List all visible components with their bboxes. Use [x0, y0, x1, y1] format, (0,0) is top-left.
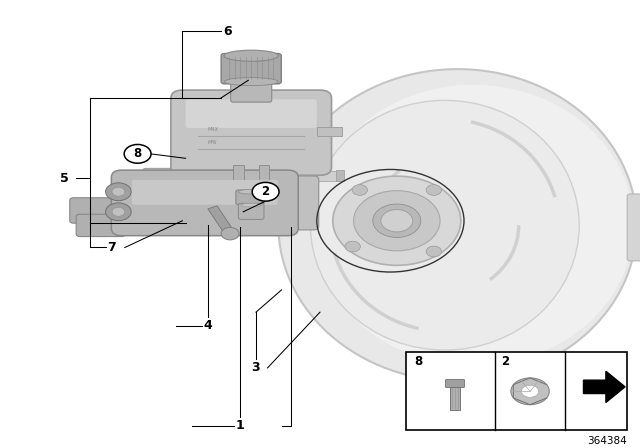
- FancyBboxPatch shape: [445, 379, 465, 388]
- Text: MIN: MIN: [208, 140, 218, 145]
- Ellipse shape: [310, 100, 579, 350]
- Text: 1: 1: [236, 419, 244, 432]
- FancyBboxPatch shape: [627, 194, 640, 261]
- Ellipse shape: [354, 191, 440, 251]
- Text: 3: 3: [252, 362, 260, 375]
- Polygon shape: [208, 206, 235, 235]
- Bar: [336, 170, 344, 181]
- Ellipse shape: [241, 203, 262, 207]
- Circle shape: [112, 187, 125, 196]
- FancyBboxPatch shape: [282, 171, 339, 181]
- FancyBboxPatch shape: [317, 127, 342, 136]
- Text: 8: 8: [134, 147, 141, 160]
- FancyBboxPatch shape: [276, 176, 319, 230]
- Circle shape: [426, 246, 442, 257]
- Bar: [406, 352, 627, 431]
- Ellipse shape: [314, 85, 634, 366]
- Circle shape: [221, 228, 239, 240]
- Circle shape: [106, 203, 131, 221]
- FancyBboxPatch shape: [70, 198, 125, 223]
- Ellipse shape: [225, 78, 278, 86]
- Text: 5: 5: [60, 172, 68, 185]
- Circle shape: [352, 185, 367, 195]
- Circle shape: [124, 145, 151, 163]
- Circle shape: [106, 183, 131, 201]
- Ellipse shape: [333, 176, 461, 265]
- Circle shape: [112, 207, 125, 216]
- Bar: [450, 387, 460, 410]
- FancyBboxPatch shape: [171, 90, 332, 175]
- Circle shape: [522, 385, 539, 397]
- FancyBboxPatch shape: [111, 170, 298, 236]
- FancyBboxPatch shape: [186, 99, 317, 128]
- Text: 8: 8: [414, 355, 422, 368]
- FancyBboxPatch shape: [238, 203, 264, 220]
- Circle shape: [426, 185, 442, 195]
- FancyBboxPatch shape: [143, 168, 177, 184]
- Text: 6: 6: [223, 25, 232, 38]
- Bar: [259, 165, 269, 192]
- Text: 2: 2: [501, 355, 509, 368]
- Bar: [233, 165, 243, 192]
- Polygon shape: [584, 371, 625, 402]
- FancyBboxPatch shape: [132, 180, 278, 205]
- Circle shape: [252, 182, 279, 201]
- Text: 2: 2: [262, 185, 269, 198]
- Text: 364384: 364384: [588, 435, 627, 446]
- FancyBboxPatch shape: [76, 214, 125, 237]
- FancyBboxPatch shape: [221, 53, 282, 84]
- Ellipse shape: [372, 204, 421, 237]
- FancyBboxPatch shape: [230, 80, 271, 102]
- Text: MAX: MAX: [208, 127, 219, 132]
- Circle shape: [511, 378, 549, 405]
- FancyBboxPatch shape: [236, 190, 264, 205]
- Polygon shape: [572, 357, 621, 426]
- FancyBboxPatch shape: [232, 168, 267, 184]
- Circle shape: [381, 210, 413, 232]
- Ellipse shape: [224, 50, 278, 61]
- Text: 4: 4: [204, 319, 212, 332]
- Ellipse shape: [238, 190, 261, 194]
- Text: 7: 7: [108, 241, 116, 254]
- Circle shape: [345, 241, 360, 252]
- Ellipse shape: [278, 69, 637, 381]
